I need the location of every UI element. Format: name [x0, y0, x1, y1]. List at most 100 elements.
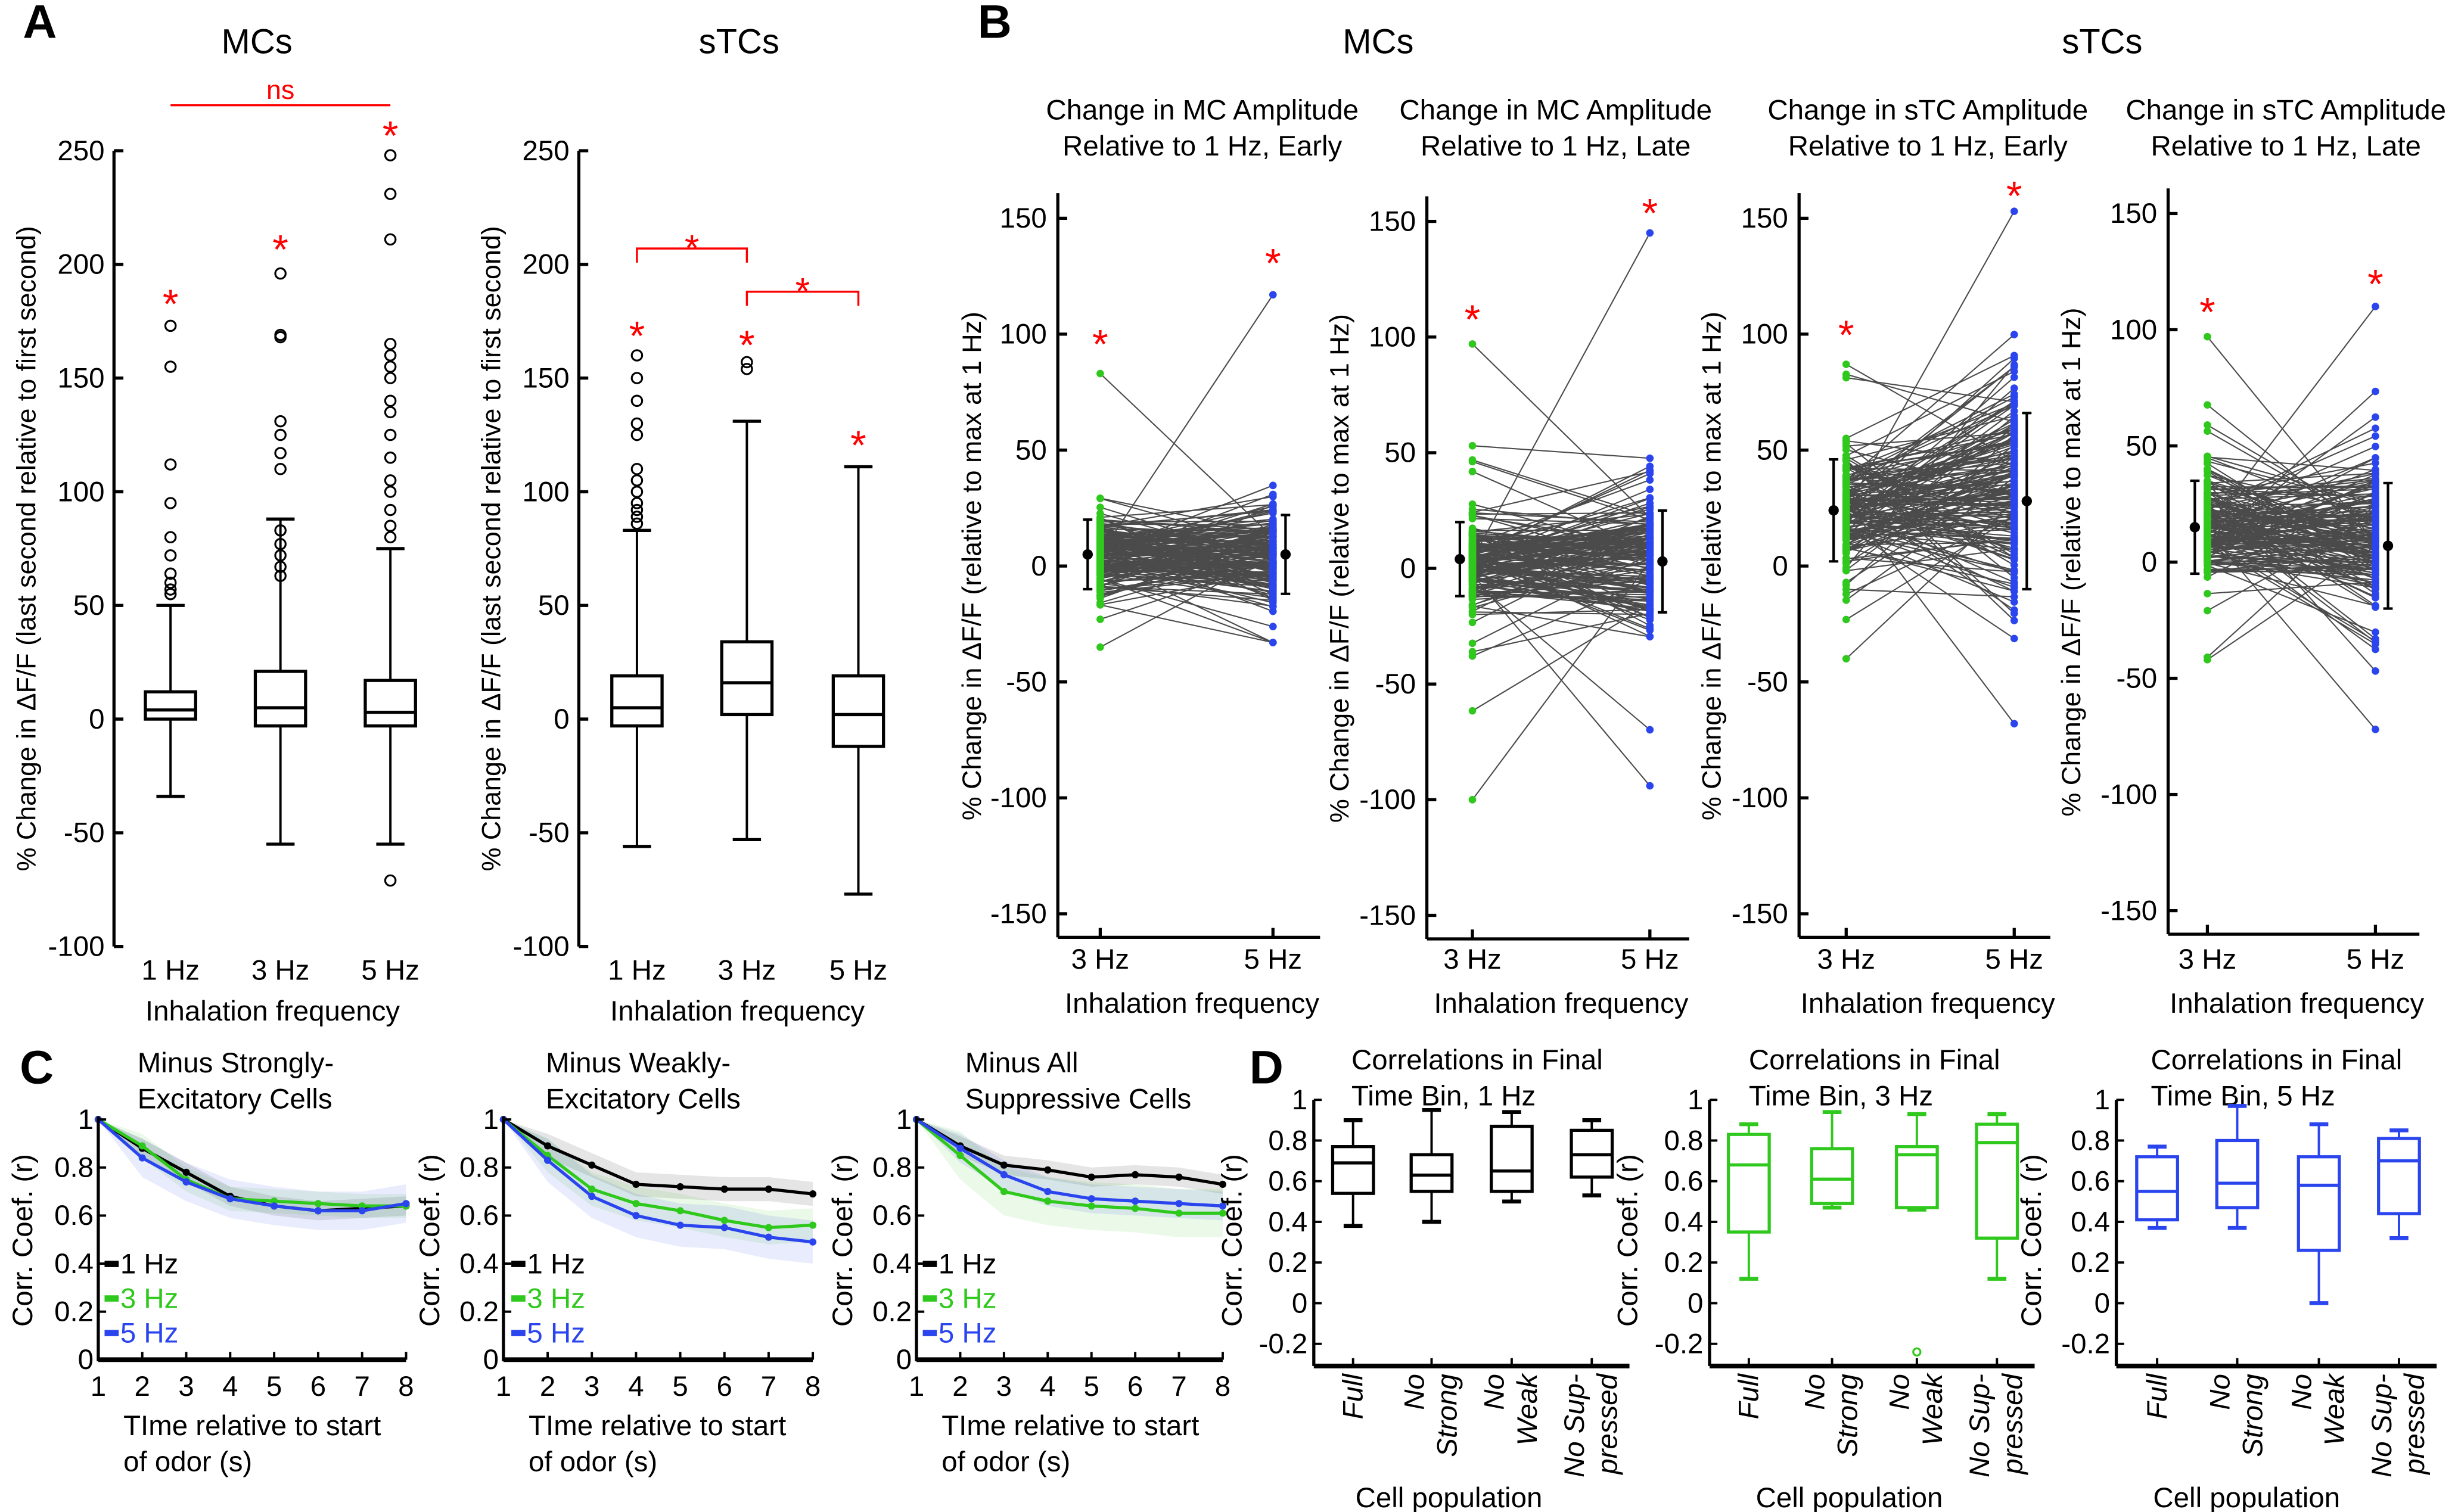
box-2: [363, 149, 417, 887]
cell-line: [1099, 373, 1274, 538]
y-tick-label: 0: [2095, 1287, 2110, 1319]
series-point: [1000, 1171, 1008, 1178]
significance-asterisk: *: [163, 281, 179, 327]
x-axis-label: Inhalation frequency: [2170, 988, 2424, 1019]
cell-point-3hz: [1096, 522, 1104, 530]
cell-point-5hz: [2372, 581, 2379, 590]
x-axis-label: Inhalation frequency: [610, 995, 865, 1027]
significance-asterisk: *: [272, 227, 288, 273]
cell-point-5hz: [1646, 476, 1654, 484]
series-point: [588, 1193, 596, 1200]
cell-point-5hz: [1269, 515, 1277, 523]
cell-line: [1472, 523, 1650, 553]
cell-point-3hz: [1842, 463, 1850, 471]
y-tick-label: 0: [554, 704, 569, 735]
chart-title: Relative to 1 Hz, Early: [1788, 130, 2068, 162]
x-tick-label: 6: [717, 1371, 732, 1402]
cell-line: [1472, 232, 1651, 560]
series-point: [358, 1207, 366, 1215]
cell-point-5hz: [2010, 536, 2018, 544]
cell-line: [2207, 493, 2376, 500]
box-iqr: [2215, 1138, 2260, 1209]
cell-point-3hz: [2204, 567, 2211, 575]
cell-line: [1100, 561, 1273, 565]
cell-point-3hz: [1842, 547, 1850, 555]
y-tick-label: -150: [1359, 900, 1416, 931]
y-axis-label: % Change in ΔF/F (relative to max at 1 H…: [1696, 312, 1726, 820]
box-iqr: [363, 679, 417, 728]
chart-7: Minus Weakly- Excitatory Cells 1 0.8 0.6 0.4 0…: [414, 1047, 821, 1477]
y-tick-label: 100: [57, 476, 104, 508]
y-axis-label: Corr. Coef. (r): [7, 1154, 39, 1327]
y-tick-label: 150: [57, 362, 104, 394]
outlier-point: [384, 519, 397, 532]
cell-point-5hz: [1646, 614, 1654, 622]
x-axis-label: Cell population: [1756, 1482, 1943, 1512]
x-axis-label: Inhalation frequency: [1801, 988, 2055, 1019]
y-tick-label: 0.2: [872, 1296, 912, 1328]
outlier-point: [274, 267, 287, 280]
cell-line: [2207, 543, 2376, 645]
cell-line: [2207, 526, 2376, 559]
x-tick-label: 5 Hz: [361, 955, 419, 987]
cell-point-5hz: [1646, 454, 1654, 462]
cell-point-5hz: [2010, 499, 2018, 508]
cell-point-3hz: [2204, 332, 2211, 341]
chart-title: Correlations in Final: [2151, 1044, 2403, 1076]
legend-label: 1 Hz: [527, 1248, 585, 1280]
series-point: [765, 1185, 772, 1193]
cell-point-5hz: [1269, 602, 1277, 610]
chart-title: Minus Weakly-: [546, 1047, 731, 1079]
outlier-point: [164, 458, 177, 471]
outlier-point: [274, 537, 287, 550]
y-tick-label: -50: [1375, 668, 1416, 700]
outlier-point: [384, 338, 397, 350]
cell-point-5hz: [2010, 331, 2018, 338]
y-tick-label: 50: [1015, 434, 1047, 466]
significance-asterisk: *: [383, 113, 399, 159]
y-tick-label: 0.4: [872, 1248, 912, 1280]
y-tick-label: -100: [1732, 782, 1788, 814]
y-tick-label: 0.2: [54, 1296, 94, 1328]
cell-point-3hz: [2204, 554, 2211, 562]
cell-line: [1472, 545, 1651, 592]
cell-point-3hz: [1842, 540, 1850, 549]
cell-point-3hz: [1096, 599, 1104, 607]
y-tick-label: 250: [57, 135, 104, 167]
y-axis-label: % Change in ΔF/F (relative to max at 1 H…: [2056, 308, 2086, 817]
x-tick-label: 3: [178, 1371, 194, 1402]
outlier-point: [630, 394, 644, 407]
cell-line: [1472, 506, 1651, 544]
y-tick-label: 250: [522, 135, 569, 167]
cell-line: [1100, 586, 1273, 601]
cell-point-3hz: [2204, 427, 2211, 435]
series-point: [632, 1212, 640, 1219]
x-axis-label: Cell population: [2153, 1482, 2340, 1512]
outlier-point: [630, 463, 644, 475]
cell-point-5hz: [2010, 368, 2018, 375]
cell-point-5hz: [1646, 624, 1654, 633]
cell-point-5hz: [2010, 606, 2018, 614]
cell-line: [1845, 403, 2015, 472]
x-tick-label: 3 Hz: [1071, 944, 1130, 975]
cell-point-3hz: [2204, 536, 2211, 545]
cell-line: [1472, 569, 1650, 577]
y-tick-label: 0: [1031, 550, 1046, 582]
x-tick-label: No Sup-: [1964, 1374, 1996, 1477]
outlier-point: [384, 372, 397, 384]
x-axis-label: of odor (s): [941, 1446, 1070, 1477]
outlier-point: [1912, 1347, 1922, 1357]
significance-asterisk: *: [1465, 297, 1481, 343]
cell-point-3hz: [1468, 589, 1477, 597]
series-point: [544, 1156, 552, 1164]
cell-point-3hz: [1096, 615, 1104, 623]
series-point: [1000, 1188, 1008, 1196]
box-iqr: [1489, 1124, 1534, 1193]
cell-line: [1846, 475, 2015, 514]
cell-line: [1100, 530, 1273, 587]
outlier-point: [164, 497, 177, 509]
mean-point: [2021, 496, 2033, 506]
cell-point-5hz: [2010, 472, 2018, 480]
cell-point-3hz: [2204, 471, 2211, 479]
cell-line: [2207, 565, 2376, 633]
